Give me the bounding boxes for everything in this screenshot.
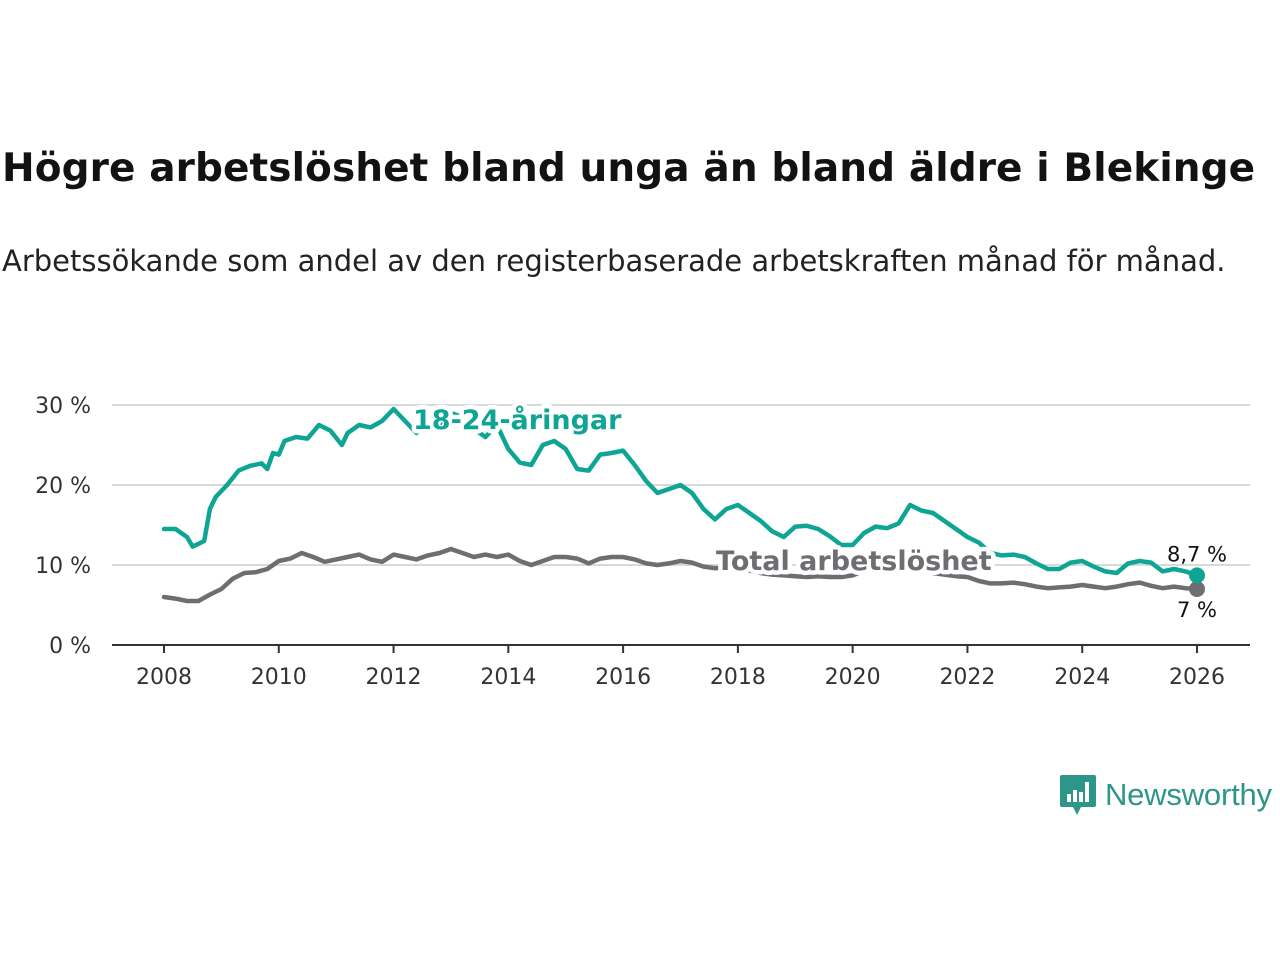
x-tick-label: 2020 [825, 665, 881, 690]
series-end-point [1189, 581, 1205, 597]
series-label: 18-24-åringar [413, 404, 622, 436]
x-tick-label: 2024 [1054, 665, 1110, 690]
series-end-point [1189, 567, 1205, 584]
y-tick-label: 30 % [35, 394, 91, 419]
x-tick-label: 2010 [251, 665, 307, 690]
x-tick-label: 2018 [710, 665, 766, 690]
chart-title: Högre arbetslöshet bland unga än bland ä… [2, 146, 1256, 191]
y-tick-label: 20 % [35, 474, 91, 499]
series [161, 406, 1205, 604]
x-tick-label: 2014 [480, 665, 536, 690]
end-value-label: 8,7 % [1167, 542, 1227, 566]
x-tick-label: 2022 [939, 665, 995, 690]
series-line [161, 406, 1200, 578]
x-tick-label: 2012 [366, 665, 422, 690]
x-tick-label: 2008 [136, 665, 192, 690]
brand-name: Newsworthy [1105, 777, 1272, 812]
series-label-halo: Total arbetslöshet [716, 546, 992, 577]
series-line [161, 546, 1200, 604]
series-label-halo: 18-24-åringar [413, 404, 622, 436]
y-tick-label: 0 % [49, 634, 91, 659]
y-tick-label: 10 % [35, 554, 91, 579]
end-value-label: 7 % [1177, 598, 1217, 622]
newsworthy-logo: Newsworthy [1059, 773, 1272, 817]
series-label: Total arbetslöshet [716, 546, 992, 577]
axes: 0 % 10 % 20 % 30 % 2008 2010 2012 2014 2016 2018 2… [35, 394, 1250, 690]
labels: 8,7 %7 %18-24-åringar18-24-åringarTotal … [409, 400, 1228, 623]
chart-subtitle: Arbetssökande som andel av den registerb… [2, 244, 1226, 278]
x-tick-label: 2026 [1169, 665, 1225, 690]
newsworthy-logo-icon [1060, 775, 1096, 815]
x-tick-label: 2016 [595, 665, 651, 690]
